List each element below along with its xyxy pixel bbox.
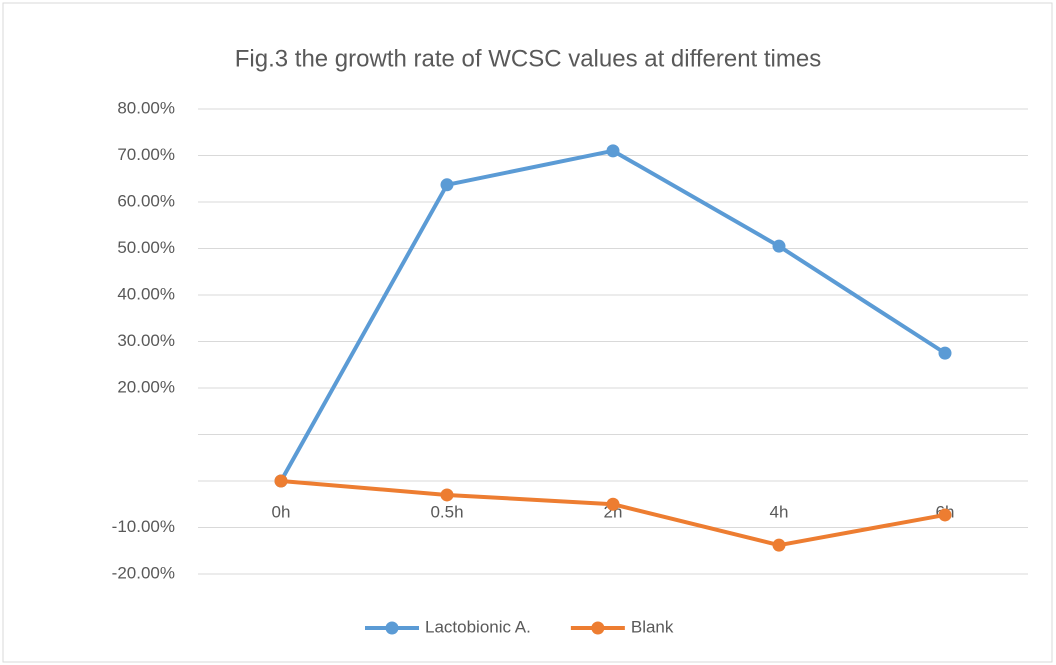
y-tick-label: 40.00% xyxy=(117,284,175,303)
y-tick-label: 30.00% xyxy=(117,331,175,350)
chart-title: Fig.3 the growth rate of WCSC values at … xyxy=(235,45,821,72)
data-point xyxy=(440,178,454,192)
y-tick-label: 50.00% xyxy=(117,238,175,257)
data-point xyxy=(606,497,620,511)
legend-marker xyxy=(385,621,399,635)
data-point xyxy=(772,239,786,253)
y-tick-label: 80.00% xyxy=(117,98,175,117)
data-point xyxy=(938,346,952,360)
data-point xyxy=(440,488,454,502)
y-tick-label: 20.00% xyxy=(117,377,175,396)
x-tick-label: 0.5h xyxy=(430,502,463,521)
data-point xyxy=(606,144,620,158)
y-tick-label: -20.00% xyxy=(112,563,175,582)
legend-marker xyxy=(591,621,605,635)
legend-label: Blank xyxy=(631,617,674,636)
x-tick-label: 0h xyxy=(272,502,291,521)
y-tick-label: 60.00% xyxy=(117,191,175,210)
data-point xyxy=(772,538,786,552)
x-tick-label: 4h xyxy=(770,502,789,521)
data-point xyxy=(274,474,288,488)
y-tick-label: 70.00% xyxy=(117,145,175,164)
data-point xyxy=(938,508,952,522)
y-tick-label: -10.00% xyxy=(112,517,175,536)
legend-label: Lactobionic A. xyxy=(425,617,531,636)
